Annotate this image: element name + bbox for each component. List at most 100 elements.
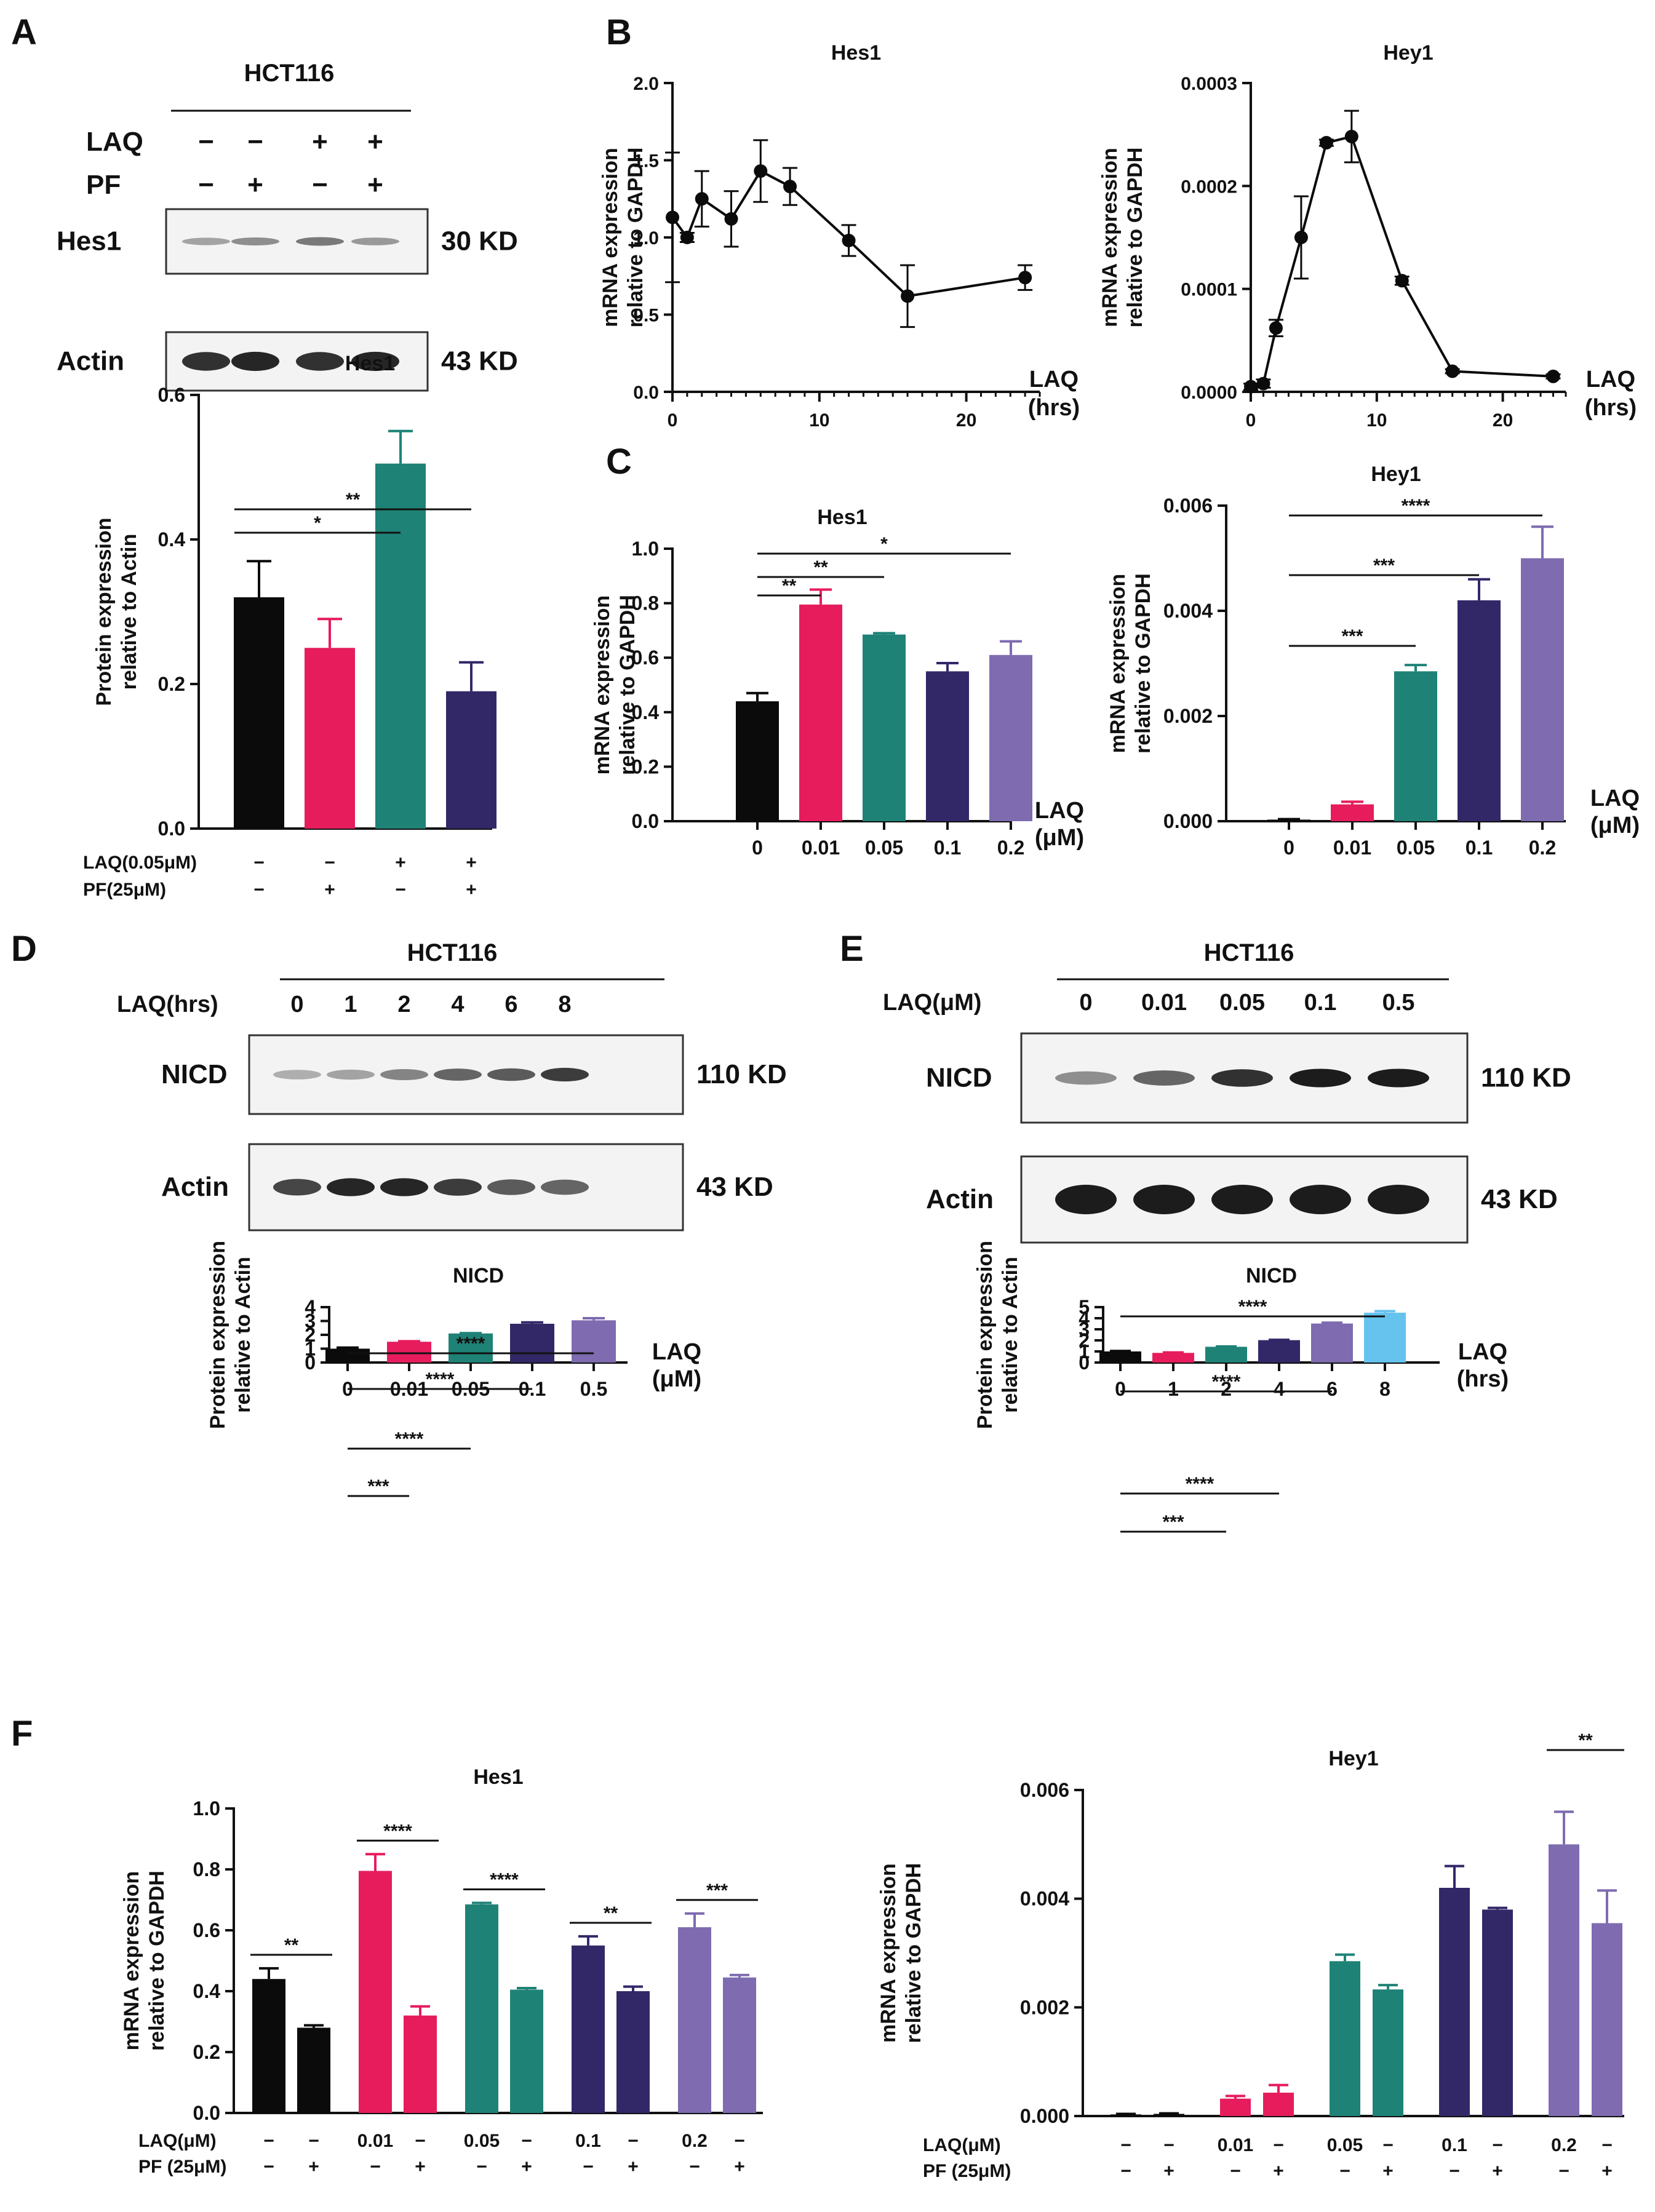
panel-f-hey1-condition-sign: +	[1382, 2161, 1394, 2181]
panel-a-chart-condition-sign: −	[324, 853, 335, 873]
panel-b-hey1-x-tick-label: 0	[1246, 410, 1256, 431]
panel-a-chart-condition-sign: +	[466, 880, 477, 900]
panel-b-hes1-x-tick-label: 0	[668, 410, 678, 431]
panel-e-band	[1368, 1185, 1429, 1214]
panel-a-band	[231, 237, 279, 246]
panel-e-band-size-1: 43 KD	[1481, 1184, 1558, 1214]
panel-b-hes1-x-tick-label: 20	[956, 410, 976, 431]
panel-d-lane-label: 1	[344, 992, 357, 1017]
panel-f-hey1-y-label-line2: relative to GAPDH	[902, 1863, 925, 2043]
panel-d-chart-title: NICD	[453, 1264, 504, 1287]
panel-f-hey1-condition-sign: +	[1163, 2161, 1174, 2181]
panel-e-chart-bar	[1311, 1323, 1353, 1363]
panel-e-chart-bar	[1152, 1353, 1194, 1363]
panel-e-chart-y-tick-label: 1	[1079, 1340, 1090, 1363]
panel-f-hes1-bar	[404, 2015, 437, 2113]
panel-c-hey1-x-tick-label: 0.1	[1466, 837, 1493, 859]
panel-c-hey1-bar	[1394, 671, 1437, 821]
panel-a-band	[351, 351, 399, 372]
panel-b-hes1-y-tick-label: 0.0	[633, 383, 659, 403]
panel-a-chart-bar	[305, 648, 355, 829]
panel-c-hey1-x-tick-label: 0.01	[1333, 837, 1371, 859]
panel-c-hey1-title: Hey1	[1371, 463, 1421, 486]
panel-c-hey1-y-label-line1: mRNA expression	[1106, 574, 1130, 754]
panel-a-treatment-sign: +	[247, 170, 263, 200]
panel-f-hes1-condition-sign: −	[308, 2131, 319, 2151]
panel-a-chart-bar	[375, 463, 426, 829]
panel-e-chart-sig-label: ****	[1238, 1297, 1267, 1317]
panel-c-hes1-x-tick-label: 0.05	[865, 837, 903, 859]
panel-b-hey1-point	[1445, 364, 1459, 378]
panel-c-hey1-x-tick-label: 0.2	[1529, 837, 1556, 859]
panel-e-band	[1211, 1185, 1273, 1214]
panel-f-hey1-condition-sign: −	[1492, 2135, 1503, 2155]
panel-d-band	[273, 1070, 321, 1080]
panel-e-chart-y-tick-label: 2	[1079, 1329, 1090, 1351]
panel-e-chart-x-tick-label: 1	[1168, 1378, 1179, 1400]
panel-a-band-size-1: 43 KD	[441, 346, 518, 376]
panel-e-band	[1133, 1185, 1195, 1214]
panel-d-band	[487, 1179, 535, 1195]
panel-b-hes1-point	[754, 164, 768, 178]
panel-c-hey1-y-tick-label: 0.000	[1163, 810, 1213, 832]
panel-b-hes1-point	[901, 289, 915, 303]
panel-f-hes1-condition-sign: −	[628, 2131, 639, 2151]
panel-a-chart-y-label-line2: relative to Actin	[118, 534, 141, 690]
panel-f-hes1-condition-sign: +	[628, 2157, 639, 2177]
panel-f-hey1-bar	[1592, 1923, 1622, 2116]
panel-d-chart-x-label-unit: (μM)	[652, 1366, 701, 1392]
panel-d-band	[273, 1179, 321, 1196]
panel-e-chart-sig-label: ****	[1212, 1372, 1241, 1392]
panel-b-hes1-x-label-unit: (hrs)	[1028, 395, 1080, 421]
panel-f-hes1-bar	[510, 1989, 543, 2113]
panel-c-hes1-bar	[736, 701, 779, 821]
panel-f-hey1-condition-sign: −	[1601, 2135, 1613, 2155]
panel-e-chart-sig-label: ***	[1162, 1512, 1184, 1532]
panel-a-chart-y-tick-label: 0.4	[158, 528, 186, 551]
panel-e-chart-x-tick-label: 8	[1379, 1378, 1390, 1400]
panel-f-hey1-condition-name: PF (25μM)	[923, 2161, 1011, 2181]
panel-b-hes1-point	[695, 192, 709, 206]
panel-b-hes1-title: Hes1	[831, 41, 881, 65]
panel-e-lane-label: 0	[1079, 990, 1092, 1016]
panel-e-lane-label: 0.5	[1382, 990, 1415, 1016]
panel-c-hey1-y-label-line2: relative to GAPDH	[1131, 573, 1155, 754]
panel-f-hes1-condition-sign: −	[370, 2157, 381, 2177]
panel-c-hes1-y-tick-label: 1.0	[632, 538, 659, 560]
panel-f-hey1-bar	[1220, 2098, 1251, 2116]
panel-f-hey1-condition-sign: +	[1273, 2161, 1284, 2181]
panel-b-hey1-y-tick-label: 0.0003	[1181, 74, 1237, 94]
panel-f-hey1-condition-sign: 0.2	[1551, 2135, 1577, 2155]
panel-c-hes1-sig-label: **	[813, 557, 828, 578]
panel-f-hes1-condition-sign: +	[415, 2157, 426, 2177]
panel-a-chart-condition-name: PF(25μM)	[83, 880, 166, 900]
panel-d-lane-label: 8	[558, 992, 571, 1017]
panel-b-hes1-point	[842, 234, 856, 248]
panel-d-lane-label: 0	[290, 992, 303, 1017]
panel-f-hes1-condition-sign: 0.2	[682, 2131, 708, 2151]
panel-f-hes1-condition-sign: +	[521, 2157, 532, 2177]
panel-d-lane-header: LAQ(hrs)	[117, 992, 218, 1017]
panel-e-chart-bar	[1258, 1340, 1300, 1363]
panel-b-hey1-point	[1256, 376, 1270, 391]
panel-b-hes1-y-label-line1: mRNA expression	[599, 148, 622, 327]
panel-b-hey1-title: Hey1	[1383, 41, 1433, 65]
panel-f-hes1-y-label-line2: relative to GAPDH	[145, 1871, 169, 2051]
panel-c-hes1-y-label-line2: relative to GAPDH	[616, 595, 639, 775]
panel-d-chart-bar	[572, 1320, 616, 1363]
panel-c-hes1-y-tick-label: 0.8	[632, 592, 659, 615]
panel-e-lane-label: 0.01	[1141, 990, 1187, 1016]
panel-c-hes1-y-tick-label: 0.4	[632, 701, 660, 723]
panel-f-hes1-sig-label: ***	[706, 1880, 728, 1901]
panel-f-hes1-condition-sign: 0.1	[575, 2131, 601, 2151]
panel-e-chart-x-label-unit: (hrs)	[1457, 1366, 1509, 1392]
panel-e-lane-label: 0.05	[1219, 990, 1265, 1016]
panel-d-chart-y-tick-label: 3	[305, 1310, 316, 1332]
panel-a-band-size-0: 30 KD	[441, 226, 518, 257]
panel-f-hey1-condition-sign: −	[1273, 2135, 1284, 2155]
panel-f-hes1-sig-label: **	[284, 1935, 299, 1955]
panel-b-hey1-point	[1546, 369, 1560, 383]
panel-f-hes1-condition-sign: −	[734, 2131, 745, 2151]
panel-label-b: B	[606, 12, 632, 52]
